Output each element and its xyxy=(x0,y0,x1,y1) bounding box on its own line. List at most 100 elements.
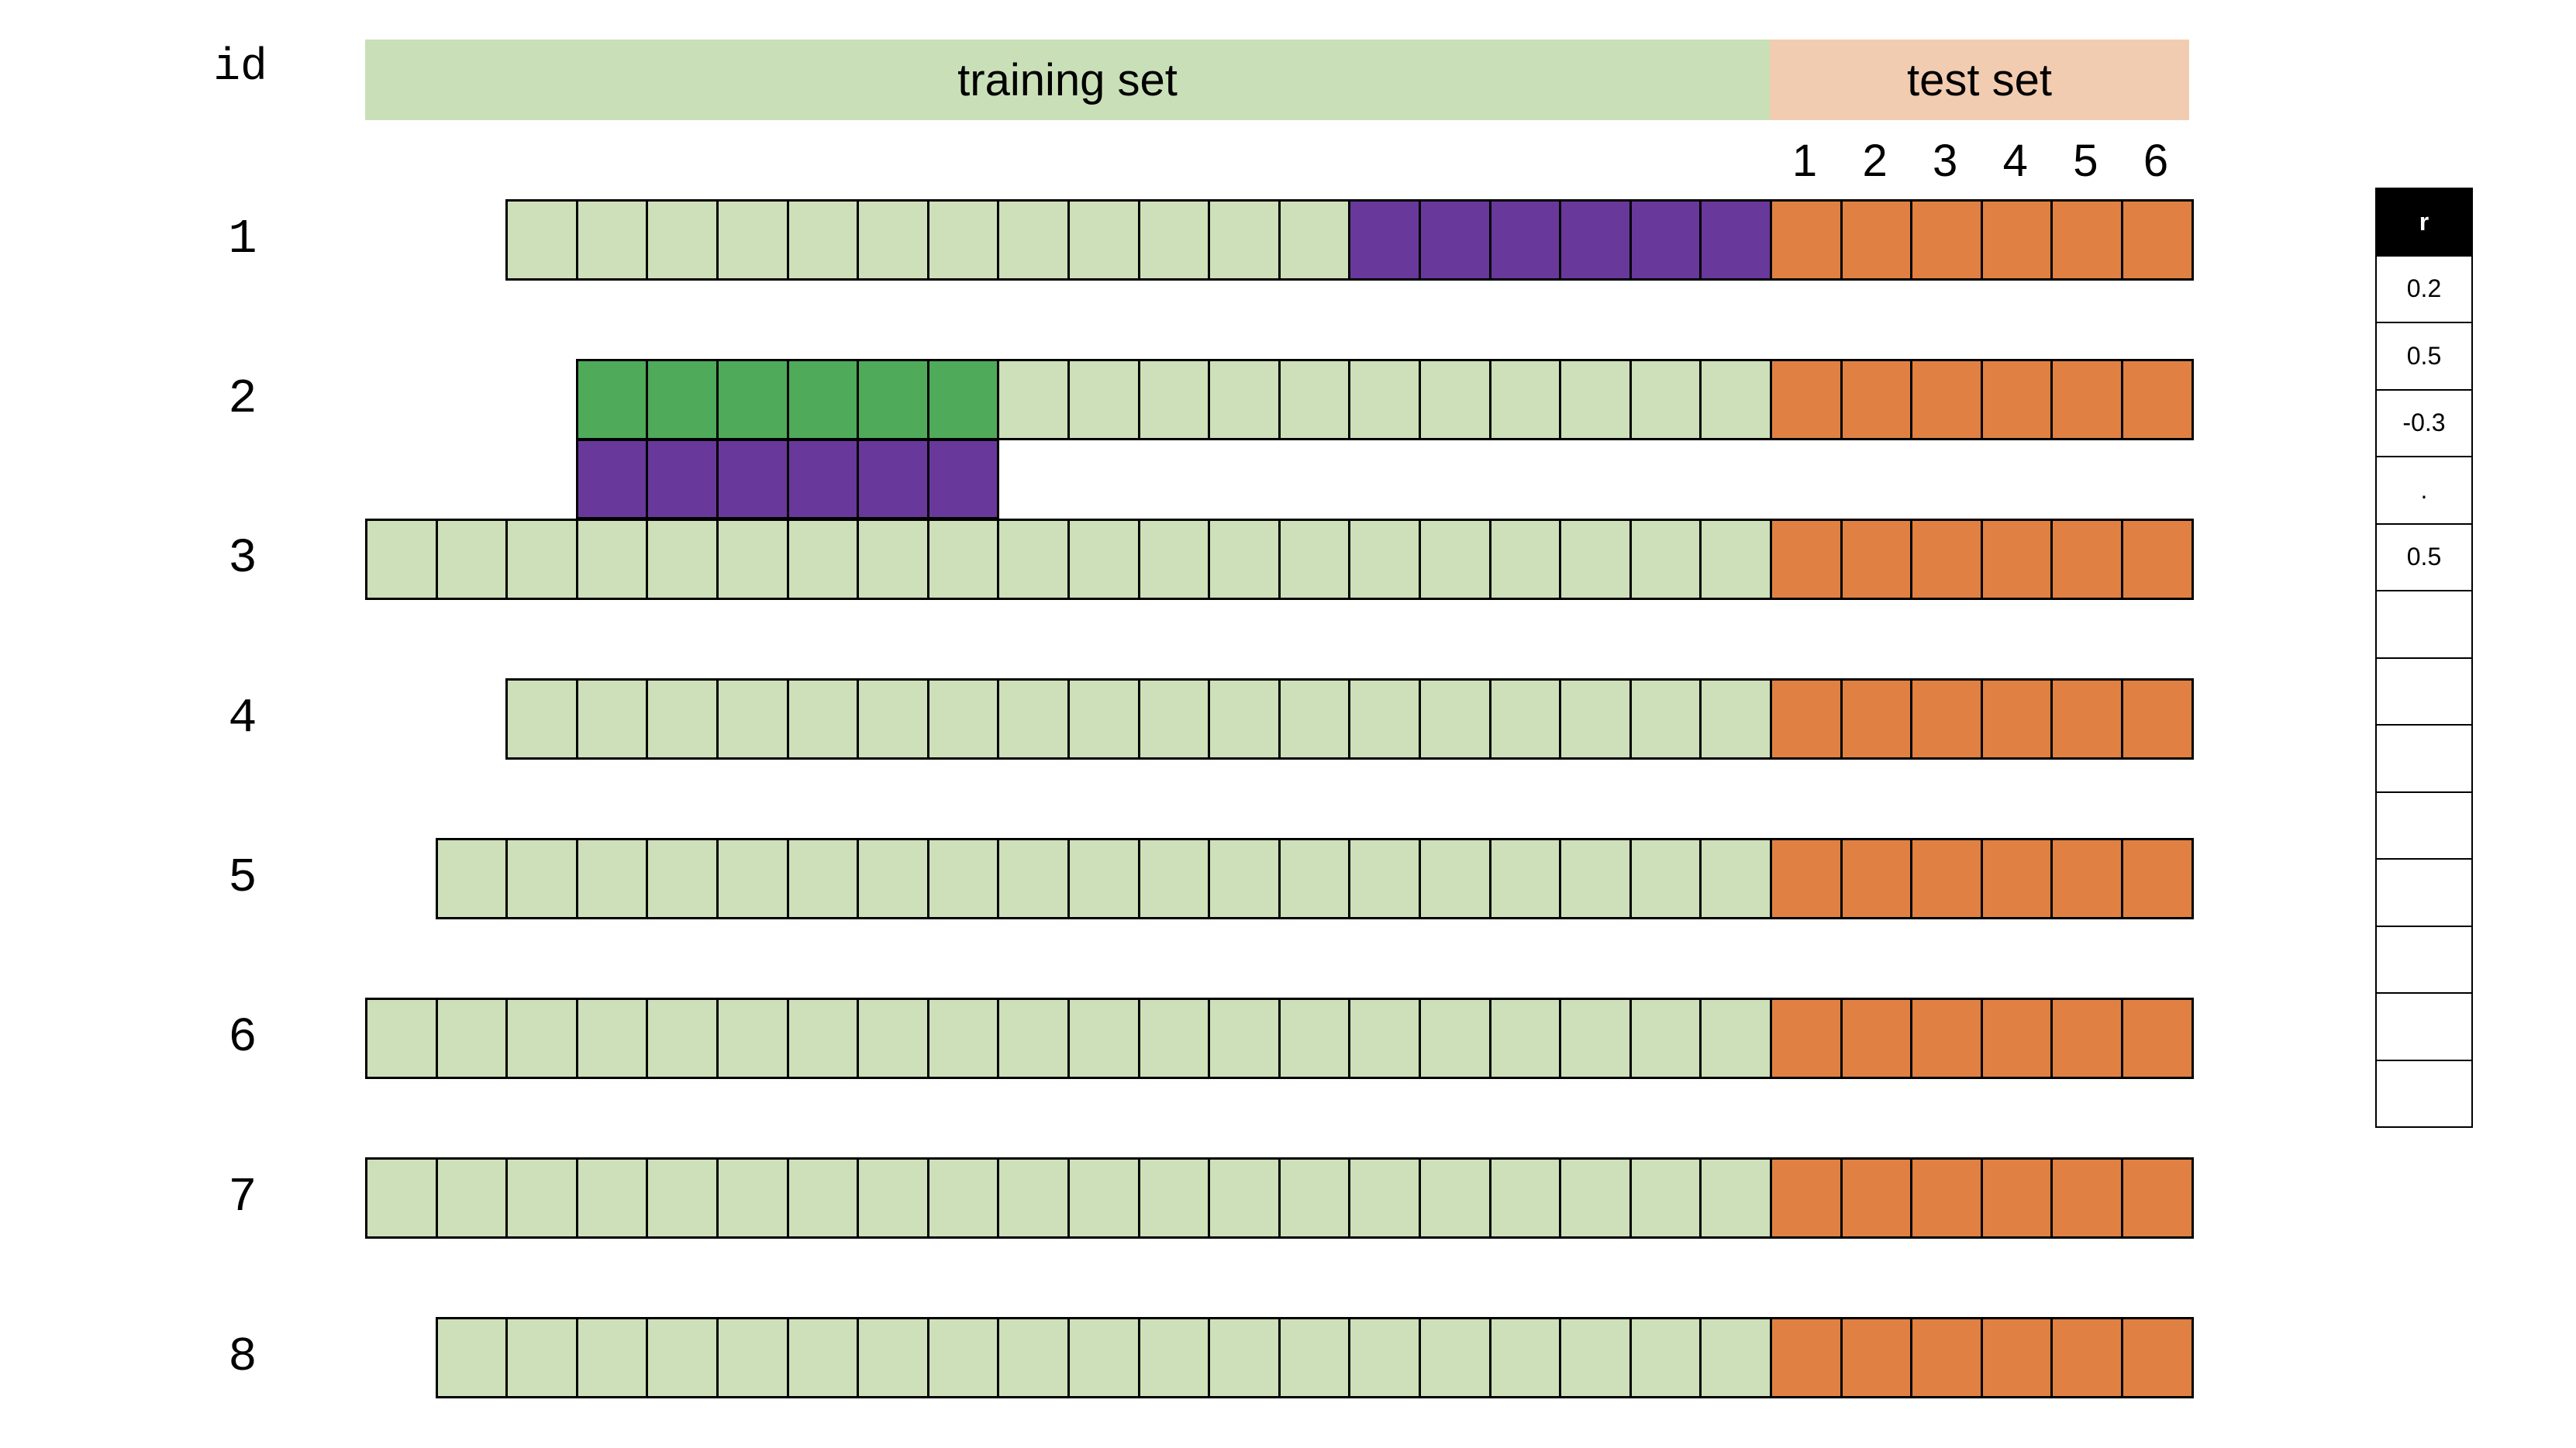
train-cell xyxy=(646,199,719,281)
train-cell xyxy=(857,199,929,281)
test-cell xyxy=(1770,838,1843,919)
train-cell xyxy=(1137,199,1211,281)
train-cell xyxy=(997,998,1070,1079)
train-cell xyxy=(926,998,1000,1079)
sub-window-cell xyxy=(646,438,719,520)
train-cell xyxy=(1208,1317,1281,1398)
train-cell xyxy=(716,199,789,281)
train-cell xyxy=(1419,998,1491,1079)
validation-cell xyxy=(1559,199,1632,281)
train-cell xyxy=(365,1157,438,1239)
train-cell xyxy=(1559,1317,1632,1398)
train-cell xyxy=(1699,998,1772,1079)
train-cell xyxy=(716,838,789,919)
test-cell xyxy=(2121,199,2194,281)
train-cell xyxy=(1137,998,1211,1079)
highlight-cell xyxy=(575,359,649,440)
r-table-cell: 0.5 xyxy=(2375,522,2473,591)
train-cell xyxy=(1278,1317,1351,1398)
train-cell xyxy=(1067,359,1140,440)
train-cell xyxy=(997,838,1070,919)
train-cell xyxy=(646,838,719,919)
train-cell xyxy=(1137,519,1211,600)
test-set-label: test set xyxy=(1907,54,2052,105)
test-cell xyxy=(2050,1317,2123,1398)
test-cell xyxy=(1910,998,1983,1079)
train-cell xyxy=(1278,678,1351,760)
test-cell xyxy=(2121,998,2194,1079)
train-cell xyxy=(1488,998,1562,1079)
test-cell xyxy=(2050,199,2123,281)
r-table-header: r xyxy=(2375,188,2473,257)
test-cell xyxy=(2121,1157,2194,1239)
test-cell xyxy=(2121,838,2194,919)
test-cell xyxy=(2050,998,2123,1079)
row-id: 2 xyxy=(228,371,257,426)
sub-window-cell xyxy=(786,438,860,520)
train-cell xyxy=(505,199,578,281)
train-cell xyxy=(786,998,860,1079)
highlight-cell xyxy=(857,359,929,440)
train-cell xyxy=(505,838,578,919)
test-cell xyxy=(2050,519,2123,600)
test-cell xyxy=(1910,359,1983,440)
train-cell xyxy=(1488,1157,1562,1239)
train-cell xyxy=(1137,1157,1211,1239)
test-cell xyxy=(1910,1157,1983,1239)
train-cell xyxy=(1348,359,1421,440)
r-table-cell xyxy=(2375,724,2473,793)
train-cell xyxy=(435,1317,509,1398)
test-cell xyxy=(2050,1157,2123,1239)
train-cell xyxy=(1208,678,1281,760)
test-cell xyxy=(2050,359,2123,440)
row-id: 1 xyxy=(228,212,257,267)
r-table-cell xyxy=(2375,1059,2473,1128)
highlight-cell xyxy=(926,359,1000,440)
test-step-label: 4 xyxy=(2002,136,2028,186)
train-cell xyxy=(575,519,649,600)
train-cell xyxy=(646,678,719,760)
test-cell xyxy=(1910,519,1983,600)
train-cell xyxy=(1419,359,1491,440)
test-cell xyxy=(1980,1157,2054,1239)
test-step-label: 1 xyxy=(1791,136,1818,186)
train-cell xyxy=(1629,519,1702,600)
train-cell xyxy=(1278,998,1351,1079)
test-cell xyxy=(1840,519,1913,600)
test-cell xyxy=(1980,199,2054,281)
train-cell xyxy=(1137,1317,1211,1398)
test-cell xyxy=(1910,838,1983,919)
train-cell xyxy=(1699,1317,1772,1398)
train-cell xyxy=(1067,1317,1140,1398)
training-set-band: training set xyxy=(365,40,1770,120)
train-cell xyxy=(997,359,1070,440)
test-cell xyxy=(1910,1317,1983,1398)
r-table-cell xyxy=(2375,925,2473,994)
train-cell xyxy=(505,1317,578,1398)
train-cell xyxy=(926,678,1000,760)
validation-cell xyxy=(1699,199,1772,281)
train-cell xyxy=(1488,678,1562,760)
test-cell xyxy=(1980,998,2054,1079)
train-cell xyxy=(435,1157,509,1239)
train-cell xyxy=(716,519,789,600)
train-cell xyxy=(1699,519,1772,600)
train-cell xyxy=(1559,359,1632,440)
train-cell xyxy=(1208,519,1281,600)
train-cell xyxy=(1067,199,1140,281)
train-cell xyxy=(786,199,860,281)
train-cell xyxy=(1348,838,1421,919)
test-cell xyxy=(1840,998,1913,1079)
train-cell xyxy=(1208,838,1281,919)
test-cell xyxy=(1840,1157,1913,1239)
train-cell xyxy=(997,1157,1070,1239)
train-cell xyxy=(1278,199,1351,281)
train-cell xyxy=(1419,678,1491,760)
train-cell xyxy=(786,1157,860,1239)
train-cell xyxy=(997,1317,1070,1398)
row-id: 5 xyxy=(228,850,257,905)
train-cell xyxy=(1137,838,1211,919)
train-cell xyxy=(1629,1317,1702,1398)
r-table-cell: 0.5 xyxy=(2375,322,2473,391)
